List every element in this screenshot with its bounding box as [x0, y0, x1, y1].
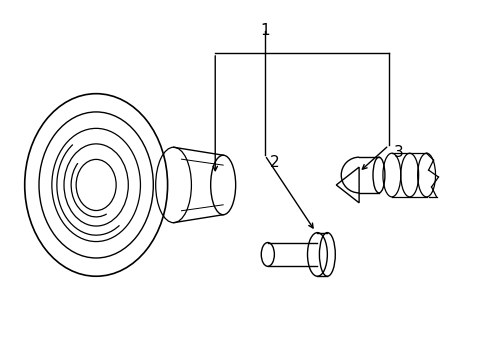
Text: 2: 2 — [269, 155, 279, 170]
Text: 1: 1 — [260, 23, 269, 38]
Text: 3: 3 — [393, 145, 403, 160]
